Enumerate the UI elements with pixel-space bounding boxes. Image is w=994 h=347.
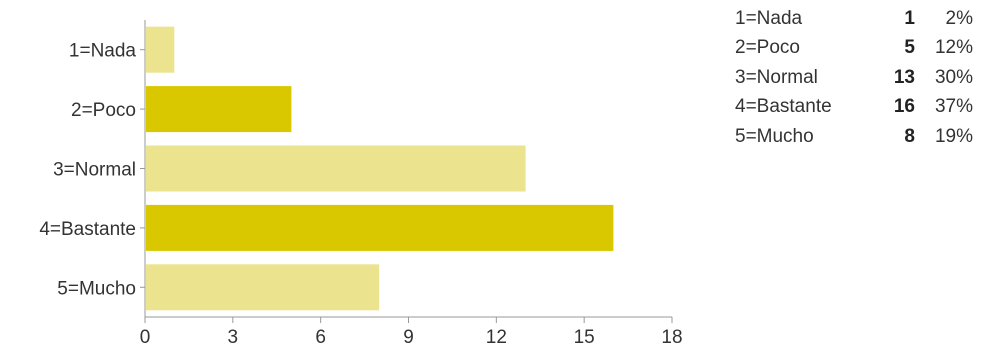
summary-row: 5=Mucho 8 19% <box>735 122 973 152</box>
summary-percent: 37% <box>934 96 973 118</box>
summary-row: 1=Nada 1 2% <box>735 4 973 34</box>
summary-percent: 12% <box>934 37 973 59</box>
summary-count: 13 <box>893 66 915 88</box>
summary-label: 1=Nada <box>735 7 803 29</box>
x-tick-label: 18 <box>661 327 682 347</box>
category-label: 5=Mucho <box>57 278 136 299</box>
category-label: 4=Bastante <box>39 219 136 240</box>
x-tick-label: 12 <box>486 327 507 347</box>
summary-count: 8 <box>904 125 915 147</box>
summary-label: 5=Mucho <box>735 125 814 147</box>
bar <box>146 145 526 192</box>
bar <box>146 204 614 251</box>
bars-group <box>146 26 614 311</box>
x-tick-labels: 0 3 6 9 12 15 18 <box>140 327 683 347</box>
x-tick-label: 6 <box>315 327 326 347</box>
summary-row: 2=Poco 5 12% <box>735 34 973 64</box>
category-labels: 1=Nada 2=Poco 3=Normal 4=Bastante 5=Mucho <box>39 41 136 300</box>
summary-percent: 2% <box>945 7 973 29</box>
summary-row: 4=Bastante 16 37% <box>735 93 973 123</box>
summary-label: 4=Bastante <box>735 96 832 118</box>
x-tick-label: 9 <box>403 327 414 347</box>
bar <box>146 26 175 73</box>
summary-row: 3=Normal 13 30% <box>735 63 973 93</box>
summary-percent: 30% <box>934 66 973 88</box>
x-tick-label: 3 <box>228 327 239 347</box>
summary-count: 5 <box>904 37 915 59</box>
summary-percent: 19% <box>934 125 973 147</box>
x-tick-label: 0 <box>140 327 151 347</box>
category-label: 1=Nada <box>69 41 137 62</box>
summary-count: 16 <box>893 96 915 118</box>
summary-count: 1 <box>904 7 915 29</box>
bar <box>146 264 380 311</box>
bar <box>146 86 292 133</box>
summary-label: 2=Poco <box>735 37 800 59</box>
bar-chart: 1=Nada 2=Poco 3=Normal 4=Bastante 5=Mucho 0 3… <box>39 20 683 347</box>
axes-group <box>140 20 673 323</box>
category-label: 2=Poco <box>71 100 136 121</box>
category-label: 3=Normal <box>53 160 136 181</box>
x-tick-label: 15 <box>574 327 595 347</box>
summary-table: 1=Nada 1 2% 2=Poco 5 12% 3=Normal 13 30%… <box>735 4 973 152</box>
summary-label: 3=Normal <box>735 66 818 88</box>
